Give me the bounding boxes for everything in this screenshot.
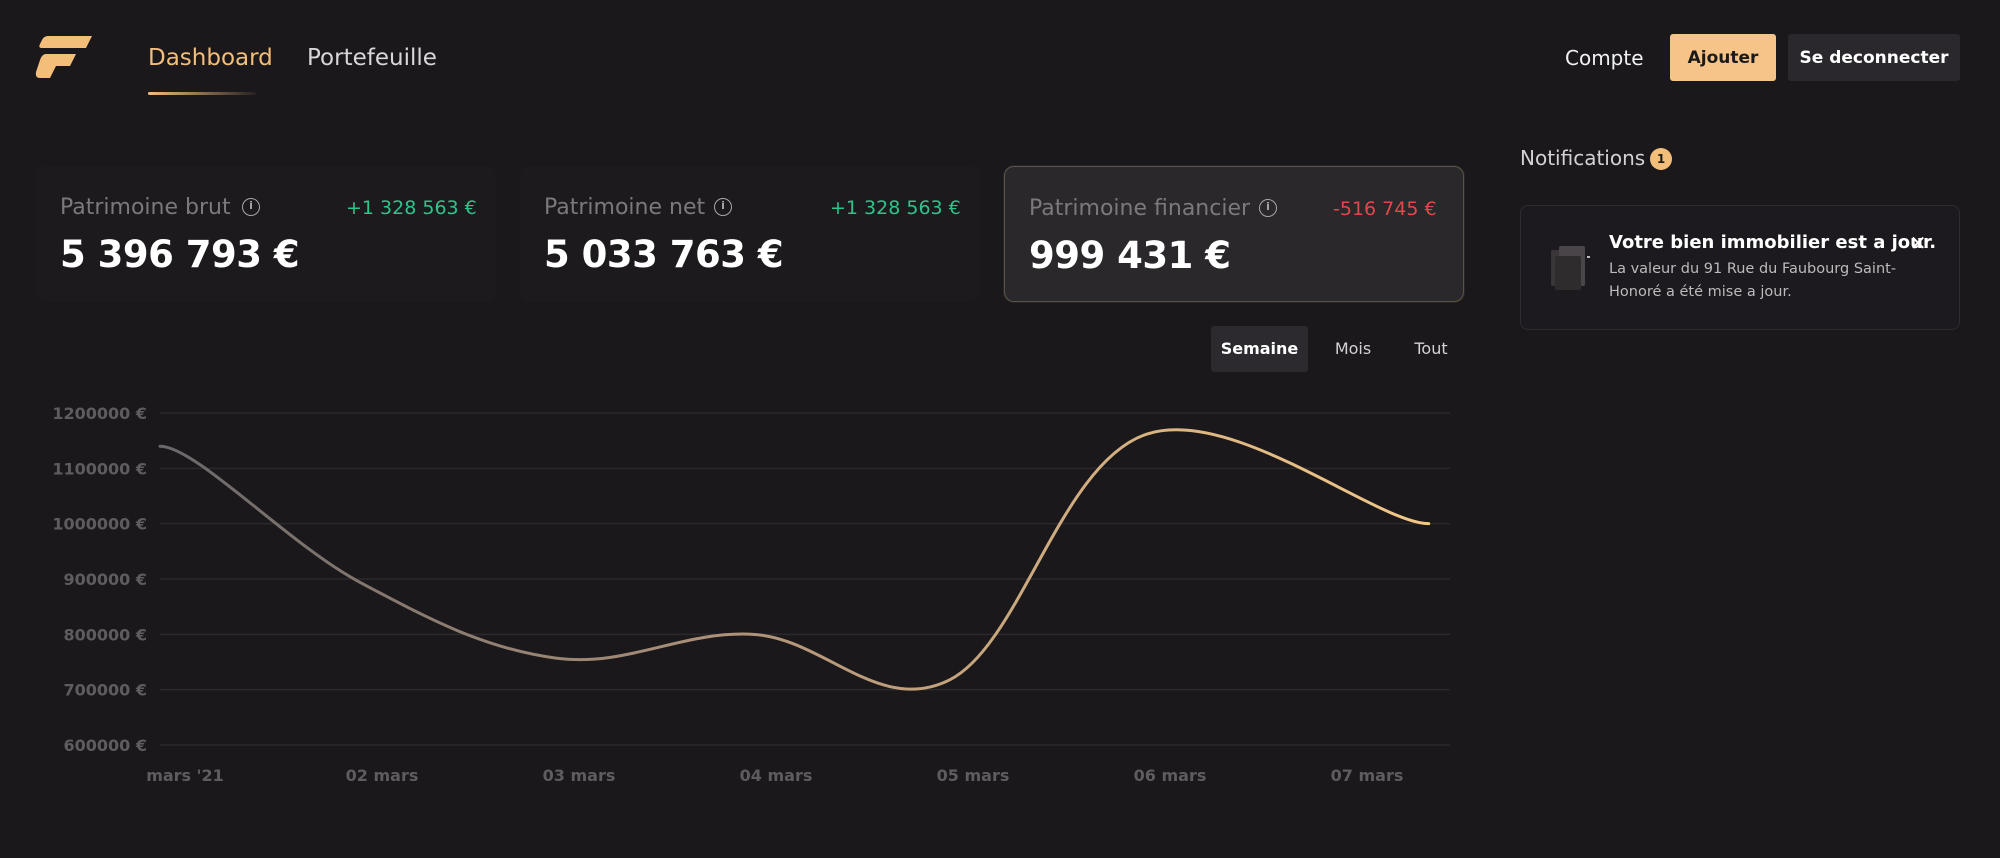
- stat-card-patrimoine-net[interactable]: Patrimoine net i +1 328 563 € 5 033 763 …: [520, 166, 980, 302]
- x-tick-label: 04 mars: [740, 766, 813, 785]
- nav-tab-portefeuille[interactable]: Portefeuille: [307, 45, 437, 71]
- period-month-button[interactable]: Mois: [1334, 339, 1372, 358]
- stat-value: 999 431 €: [1029, 234, 1231, 277]
- series-line: [158, 428, 1431, 691]
- x-axis-ticks: mars '21 02 mars 03 mars 04 mars 05 mars 06 m…: [146, 766, 1403, 785]
- y-axis-ticks: 1200000 € 1100000 € 1000000 € 900000 € 80000…: [52, 404, 147, 755]
- y-tick-label: 1200000 €: [52, 404, 147, 423]
- stat-card-patrimoine-brut[interactable]: Patrimoine brut i +1 328 563 € 5 396 793…: [36, 166, 496, 302]
- y-tick-label: 800000 €: [64, 625, 148, 644]
- info-icon[interactable]: i: [1259, 199, 1277, 217]
- y-tick-label: 900000 €: [64, 570, 148, 589]
- stat-label: Patrimoine financier: [1029, 196, 1251, 221]
- info-icon[interactable]: i: [242, 198, 260, 216]
- top-navbar: Dashboard Portefeuille Compte Ajouter Se…: [0, 0, 2000, 110]
- y-tick-label: 600000 €: [64, 736, 148, 755]
- patrimoine-line-chart: 1200000 € 1100000 € 1000000 € 900000 € 80000…: [52, 404, 1450, 785]
- x-tick-label: 06 mars: [1134, 766, 1207, 785]
- add-button[interactable]: Ajouter: [1670, 34, 1776, 81]
- chart-grid: [160, 412, 1450, 746]
- stat-change: +1 328 563 €: [830, 197, 961, 219]
- y-tick-label: 1100000 €: [52, 459, 147, 478]
- logout-button[interactable]: Se deconnecter: [1788, 34, 1960, 81]
- period-all-button[interactable]: Tout: [1414, 339, 1448, 358]
- stat-change: +1 328 563 €: [346, 197, 477, 219]
- stat-label: Patrimoine net: [544, 195, 706, 220]
- account-link[interactable]: Compte: [1565, 46, 1644, 70]
- stat-value: 5 033 763 €: [544, 233, 784, 276]
- nav-tab-dashboard[interactable]: Dashboard: [148, 45, 273, 71]
- chart-series: [158, 428, 1431, 691]
- brand-logo-icon[interactable]: [34, 34, 94, 80]
- info-icon[interactable]: i: [714, 198, 732, 216]
- x-tick-label: 02 mars: [346, 766, 419, 785]
- x-tick-label: 03 mars: [543, 766, 616, 785]
- notifications-count-badge: 1: [1650, 148, 1672, 170]
- notification-item[interactable]: Votre bien immobilier est a jour. La val…: [1520, 205, 1960, 330]
- property-thumbnail-icon: [1551, 246, 1590, 290]
- notifications-title: Notifications: [1520, 146, 1646, 170]
- stat-change: -516 745 €: [1333, 198, 1437, 220]
- x-tick-label: mars '21: [146, 766, 224, 785]
- stat-value: 5 396 793 €: [60, 233, 300, 276]
- notification-body: La valeur du 91 Rue du Faubourg Saint-Ho…: [1609, 261, 1897, 300]
- y-tick-label: 1000000 €: [52, 515, 147, 534]
- stat-label: Patrimoine brut: [60, 195, 231, 220]
- period-week-button[interactable]: Semaine: [1211, 326, 1308, 372]
- close-icon[interactable]: ✕: [1909, 231, 1927, 255]
- stat-card-patrimoine-financier[interactable]: Patrimoine financier i -516 745 € 999 43…: [1004, 166, 1464, 302]
- notification-title: Votre bien immobilier est a jour.: [1609, 232, 1937, 253]
- active-tab-underline: [148, 92, 256, 95]
- x-tick-label: 07 mars: [1331, 766, 1404, 785]
- x-tick-label: 05 mars: [937, 766, 1010, 785]
- y-tick-label: 700000 €: [64, 681, 148, 700]
